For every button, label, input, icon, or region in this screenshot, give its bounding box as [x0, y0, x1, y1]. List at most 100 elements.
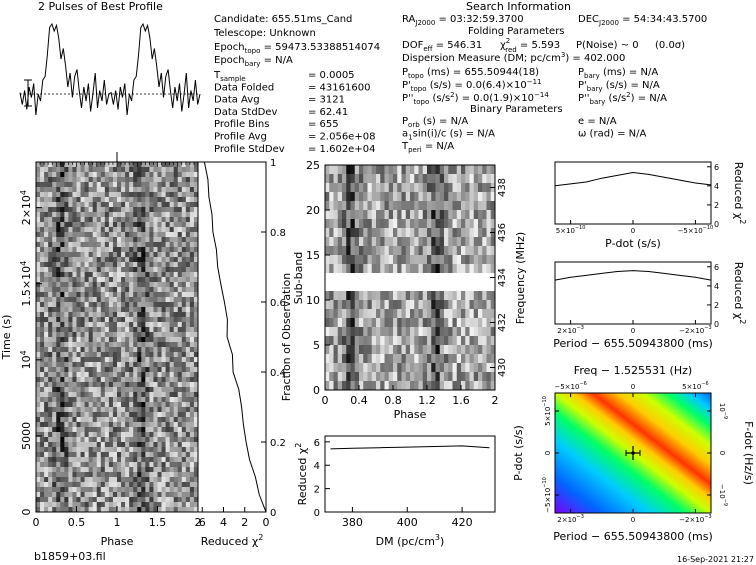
- time-phase-cell: [104, 442, 110, 448]
- time-phase-cell: [80, 247, 85, 253]
- subband-cell: [333, 237, 339, 247]
- time-phase-cell: [76, 397, 81, 403]
- time-phase-cell: [60, 247, 65, 253]
- time-phase-cell: [64, 507, 69, 513]
- subband-cell: [448, 372, 453, 382]
- time-phase-cell: [100, 452, 106, 458]
- time-phase-cell: [84, 232, 89, 238]
- time-phase-cell: [125, 467, 130, 473]
- time-phase-cell: [181, 352, 187, 358]
- time-phase-cell: [157, 317, 162, 323]
- time-phase-cell: [108, 397, 114, 403]
- time-phase-cell: [88, 507, 93, 513]
- subband-cell: [376, 372, 381, 382]
- time-phase-cell: [137, 207, 142, 213]
- subband-cell: [482, 201, 487, 211]
- time-phase-cell: [161, 472, 166, 478]
- time-phase-cell: [169, 297, 174, 303]
- subband-cell: [384, 381, 390, 391]
- time-phase-cell: [68, 397, 73, 403]
- subband-cell: [431, 354, 436, 364]
- time-phase-cell: [56, 202, 61, 208]
- time-phase-cell: [80, 162, 85, 168]
- time-phase-cell: [169, 167, 174, 173]
- subband-cell: [410, 318, 415, 328]
- time-phase-cell: [173, 477, 179, 483]
- subband-cell: [354, 255, 360, 265]
- time-phase-cell: [88, 287, 93, 293]
- subband-cell: [469, 246, 475, 256]
- subband-cell: [329, 309, 334, 319]
- time-phase-cell: [40, 452, 45, 458]
- time-phase-cell: [173, 397, 179, 403]
- subband-cell: [401, 237, 407, 247]
- time-phase-cell: [149, 247, 154, 253]
- time-phase-cell: [169, 217, 174, 223]
- time-phase-cell: [84, 282, 89, 288]
- time-phase-cell: [125, 392, 130, 398]
- time-phase-cell: [117, 172, 122, 178]
- subband-cell: [329, 363, 334, 373]
- time-phase-cell: [80, 402, 85, 408]
- time-phase-cell: [112, 487, 118, 493]
- time-phase-cell: [64, 247, 69, 253]
- time-phase-cell: [169, 387, 174, 393]
- time-phase-cell: [117, 407, 122, 413]
- time-phase-cell: [121, 432, 126, 438]
- subband-cell: [329, 282, 334, 292]
- time-phase-cell: [112, 467, 118, 473]
- time-phase-cell: [36, 387, 41, 393]
- subband-cell: [482, 192, 487, 202]
- time-phase-cell: [153, 457, 158, 463]
- subband-cell: [401, 273, 407, 283]
- time-phase-cell: [64, 477, 69, 483]
- time-phase-cell: [189, 292, 195, 298]
- time-phase-cell: [165, 492, 170, 498]
- subband-cell: [367, 165, 373, 175]
- time-phase-cell: [193, 482, 199, 488]
- time-phase-cell: [40, 482, 45, 488]
- time-phase-cell: [181, 502, 187, 508]
- time-phase-cell: [117, 237, 122, 243]
- time-phase-cell: [121, 387, 126, 393]
- subband-cell: [410, 219, 415, 229]
- time-phase-cell: [64, 272, 69, 278]
- time-phase-cell: [72, 422, 77, 428]
- time-phase-cell: [185, 207, 191, 213]
- subband-cell: [410, 255, 415, 265]
- time-phase-cell: [153, 372, 158, 378]
- subband-cell: [435, 318, 441, 328]
- time-phase-cell: [165, 277, 170, 283]
- time-phase-cell: [48, 182, 53, 188]
- time-phase-cell: [92, 267, 98, 273]
- time-phase-cell: [96, 477, 102, 483]
- time-phase-cell: [100, 357, 106, 363]
- time-phase-cell: [88, 402, 93, 408]
- time-phase-cell: [64, 292, 69, 298]
- subband-cell: [422, 300, 428, 310]
- time-phase-cell: [52, 432, 57, 438]
- time-phase-cell: [125, 182, 130, 188]
- time-phase-cell: [72, 202, 77, 208]
- subband-cell: [427, 183, 432, 193]
- time-phase-cell: [189, 207, 195, 213]
- time-phase-cell: [137, 217, 142, 223]
- time-phase-cell: [133, 507, 138, 513]
- time-phase-cell: [157, 222, 162, 228]
- chi2-dm-curve: [330, 445, 490, 450]
- time-phase-cell: [149, 337, 154, 343]
- time-phase-cell: [157, 167, 162, 173]
- time-phase-cell: [80, 412, 85, 418]
- subband-cell: [482, 210, 487, 220]
- subband-cell: [350, 237, 356, 247]
- time-phase-cell: [52, 167, 57, 173]
- subband-cell: [401, 363, 407, 373]
- time-phase-cell: [100, 287, 106, 293]
- subband-cell: [346, 237, 351, 247]
- time-phase-cell: [189, 312, 195, 318]
- subband-cell: [342, 336, 347, 346]
- time-phase-cell: [173, 217, 179, 223]
- subband-cell: [371, 183, 377, 193]
- time-phase-cell: [100, 197, 106, 203]
